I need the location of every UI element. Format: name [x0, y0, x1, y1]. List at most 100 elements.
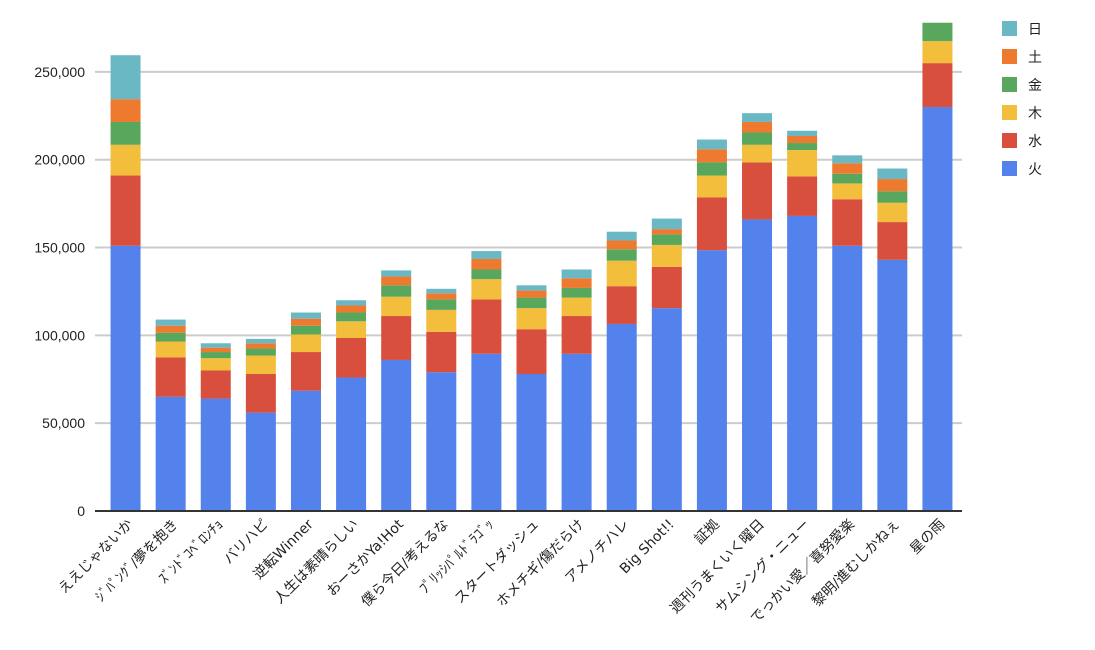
bars [110, 22, 953, 511]
bar-segment [606, 249, 637, 261]
legend-swatch [1002, 133, 1017, 148]
bar-segment [832, 163, 863, 174]
bar-segment [426, 372, 457, 511]
bar-segment [561, 316, 592, 354]
x-tick-label: おーさかYa!Hot [324, 516, 407, 599]
bar-segment [155, 332, 186, 342]
bar-segment [155, 357, 186, 397]
legend-swatch [1002, 49, 1017, 64]
bar-segment [336, 300, 367, 306]
bar-segment [832, 183, 863, 200]
bar-segment [922, 63, 953, 108]
bar-segment [110, 121, 141, 145]
bar-segment [290, 390, 321, 511]
bar-segment [426, 288, 457, 294]
bar-segment [200, 358, 231, 371]
bar-segment [561, 269, 592, 279]
bar-segment [696, 139, 727, 150]
bar-segment [561, 287, 592, 298]
bar-segment [381, 276, 412, 286]
bar-segment [110, 99, 141, 122]
bar-segment [155, 319, 186, 326]
x-tick-label: ｼﾞﾊﾟﾝｸﾞ/夢を抱き [93, 517, 182, 606]
bar-segment [336, 312, 367, 322]
bar-segment [651, 266, 682, 309]
bar-segment [471, 251, 502, 259]
y-tick-label: 0 [77, 503, 85, 519]
bar-segment [742, 113, 773, 122]
legend-label: 水 [1028, 134, 1042, 150]
bar-segment [290, 334, 321, 353]
bar-segment [651, 229, 682, 235]
bar-segment [290, 325, 321, 335]
bar-segment [471, 258, 502, 270]
bar-segment [832, 245, 863, 511]
y-tick-label: 200,000 [34, 152, 85, 168]
bar-segment [651, 234, 682, 245]
bar-segment [245, 343, 276, 349]
bar-segment [290, 318, 321, 326]
bar-segment [245, 338, 276, 344]
legend-label: 木 [1028, 106, 1042, 122]
bar-segment [471, 269, 502, 280]
legend-label: 火 [1028, 162, 1042, 178]
bar-segment [877, 168, 908, 180]
bar-segment [110, 144, 141, 176]
bar-segment [245, 348, 276, 356]
bar-segment [336, 377, 367, 511]
bar-segment [200, 370, 231, 399]
bar-segment [426, 309, 457, 332]
y-tick-label: 250,000 [34, 64, 85, 80]
bar-segment [471, 299, 502, 354]
bar-segment [832, 199, 863, 246]
bar-segment [336, 337, 367, 378]
legend-label: 日 [1028, 22, 1042, 38]
bar-segment [110, 175, 141, 246]
bar-segment [696, 250, 727, 511]
bar-segment [606, 260, 637, 287]
x-tick-label: 人生は素晴らしい [271, 517, 362, 608]
bar-segment [426, 331, 457, 373]
bar-segment [877, 179, 908, 192]
bar-segment [832, 173, 863, 184]
bar-segment [922, 41, 953, 64]
bar-segment [155, 396, 186, 511]
bar-segment [651, 218, 682, 230]
bar-segment [516, 374, 547, 511]
x-tick-label: ええじゃないか [56, 517, 137, 598]
bar-segment [832, 155, 863, 164]
legend-swatch [1002, 21, 1017, 36]
bar-segment [606, 286, 637, 324]
bar-segment [200, 398, 231, 511]
bar-segment [696, 149, 727, 163]
y-tick-label: 100,000 [34, 327, 85, 343]
x-tick-label: 星の雨 [907, 517, 948, 558]
bar-segment [877, 259, 908, 511]
bar-segment [381, 296, 412, 317]
bar-segment [606, 323, 637, 511]
bar-segment [787, 130, 818, 137]
bar-segment [381, 285, 412, 297]
y-tick-label: 150,000 [34, 240, 85, 256]
x-tick-label: スタートダッシュ [452, 517, 543, 608]
bar-segment [516, 290, 547, 298]
bar-segment [606, 240, 637, 250]
x-tick-label: 証拠 [692, 517, 723, 548]
bar-segment [696, 162, 727, 176]
bar-segment [742, 219, 773, 511]
bar-segment [426, 293, 457, 300]
bar-segment [381, 316, 412, 360]
bar-segment [561, 353, 592, 511]
legend-label: 土 [1028, 50, 1042, 66]
bar-segment [787, 215, 818, 511]
bar-segment [516, 329, 547, 375]
bar-segment [245, 355, 276, 375]
bar-segment [787, 136, 818, 144]
bar-segment [787, 176, 818, 216]
bar-segment [290, 352, 321, 391]
bar-segment [336, 321, 367, 338]
bar-segment [245, 412, 276, 511]
bar-segment [561, 297, 592, 317]
